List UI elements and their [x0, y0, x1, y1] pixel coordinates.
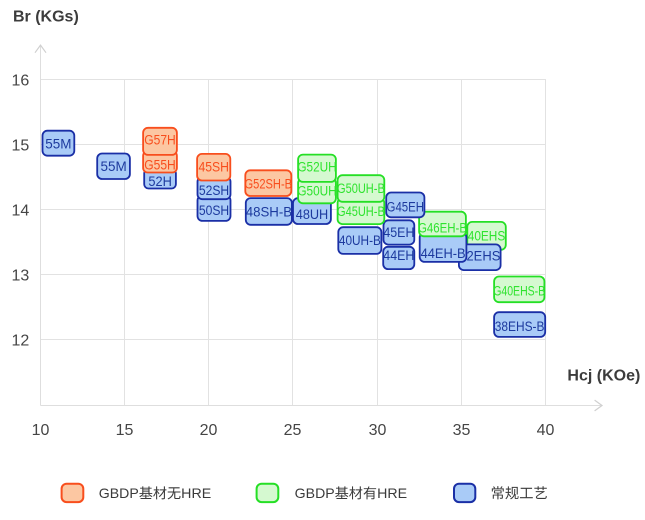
svg-text:40: 40 [537, 422, 555, 439]
svg-text:52SH: 52SH [199, 183, 229, 198]
svg-text:G50UH: G50UH [297, 183, 336, 198]
svg-text:40UH-B: 40UH-B [339, 233, 381, 248]
svg-text:35: 35 [453, 422, 471, 439]
svg-text:GBDP: GBDP [295, 485, 335, 501]
svg-text:55M: 55M [45, 136, 71, 151]
svg-text:42EHS: 42EHS [459, 248, 500, 263]
svg-text:15: 15 [12, 138, 30, 155]
svg-text:48UH: 48UH [296, 207, 329, 222]
svg-text:10: 10 [32, 422, 50, 439]
svg-text:G50UH-B: G50UH-B [337, 181, 385, 196]
svg-text:12: 12 [12, 333, 30, 350]
svg-text:G52SH-B: G52SH-B [245, 177, 293, 192]
svg-text:38EHS-B: 38EHS-B [495, 319, 545, 334]
svg-text:G57H: G57H [144, 133, 176, 148]
svg-text:48SH-B: 48SH-B [246, 204, 292, 219]
svg-text:G40EHS-B: G40EHS-B [493, 283, 545, 298]
svg-text:GBDP: GBDP [99, 485, 139, 501]
svg-text:Hcj (KOe): Hcj (KOe) [567, 368, 640, 385]
svg-text:Br (KGs): Br (KGs) [13, 9, 79, 26]
svg-text:25: 25 [284, 422, 302, 439]
svg-text:G45EH: G45EH [387, 200, 425, 215]
svg-text:40EHS: 40EHS [468, 228, 506, 243]
svg-text:44EH-B: 44EH-B [421, 246, 466, 261]
svg-text:20: 20 [200, 422, 218, 439]
svg-text:45SH: 45SH [198, 160, 229, 175]
svg-text:15: 15 [116, 422, 134, 439]
svg-text:52H: 52H [148, 174, 172, 189]
svg-text:50SH: 50SH [199, 203, 229, 218]
svg-text:44EH: 44EH [383, 248, 414, 263]
svg-text:14: 14 [12, 203, 30, 220]
svg-text:13: 13 [12, 268, 30, 285]
svg-text:HRE: HRE [377, 485, 407, 501]
svg-text:30: 30 [369, 422, 387, 439]
svg-text:G45UH-B: G45UH-B [337, 204, 385, 219]
svg-text:HRE: HRE [181, 485, 211, 501]
svg-text:55M: 55M [101, 159, 127, 174]
svg-text:G46EH-B: G46EH-B [418, 221, 467, 236]
svg-text:45EH: 45EH [383, 225, 414, 240]
svg-text:16: 16 [12, 73, 30, 90]
svg-text:G52UH: G52UH [297, 160, 336, 175]
svg-text:G55H: G55H [144, 157, 176, 172]
